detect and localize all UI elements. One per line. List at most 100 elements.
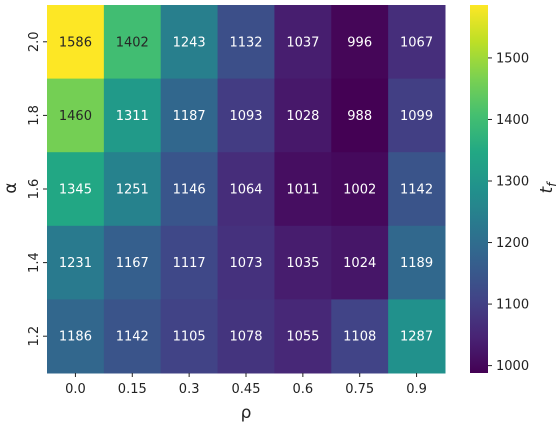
cell-value-label: 1345: [59, 183, 92, 198]
colorbar-label: tf: [537, 181, 559, 194]
heatmap-cell: [47, 225, 105, 300]
colorbar-gradient: [470, 5, 488, 373]
y-tick-label: 1.4: [27, 252, 42, 273]
heatmap-cell: [331, 5, 389, 80]
cell-value-label: 1186: [59, 330, 92, 345]
x-axis-label: ρ: [241, 403, 252, 423]
cell-value-label: 988: [347, 109, 372, 124]
colorbar-tick-label: 1500: [496, 51, 529, 66]
cell-value-label: 1055: [286, 330, 319, 345]
colorbar-label-subscript: f: [545, 181, 559, 187]
x-tick-label: 0.3: [179, 382, 200, 397]
colorbar: 1000 1100 1200 1300 1400 1500: [470, 5, 529, 374]
colorbar-tick-label: 1000: [496, 359, 529, 374]
heatmap-cell: [274, 5, 332, 80]
heatmap-cell: [331, 225, 389, 300]
heatmap-cell: [388, 225, 446, 300]
cell-value-label: 1311: [116, 109, 149, 124]
cell-value-label: 1024: [343, 256, 376, 271]
heatmap-cell: [47, 299, 105, 374]
cell-value-label: 1231: [59, 256, 92, 271]
cell-value-label: 1402: [116, 35, 149, 50]
cell-value-label: 1064: [229, 183, 262, 198]
x-axis: 0.0 0.15 0.3 0.45 0.6 0.75 0.9: [65, 373, 427, 397]
y-tick-label: 2.0: [27, 31, 42, 52]
cell-value-label: 1035: [286, 256, 319, 271]
cell-value-label: 1073: [229, 256, 262, 271]
heatmap-cell: [47, 78, 105, 153]
cell-value-label: 1078: [229, 330, 262, 345]
heatmap-cell: [47, 5, 105, 80]
heatmap-cells: [47, 5, 446, 374]
heatmap-cell: [274, 78, 332, 153]
cell-value-label: 1167: [116, 256, 149, 271]
heatmap-cell: [160, 299, 219, 374]
heatmap-cell: [217, 152, 275, 227]
heatmap-cell: [103, 5, 162, 80]
x-tick-label: 0.75: [345, 382, 374, 397]
heatmap-cell: [217, 299, 275, 374]
heatmap-cell: [331, 152, 389, 227]
y-tick-label: 1.2: [27, 326, 42, 347]
cell-value-label: 1011: [286, 183, 319, 198]
y-tick-label: 1.6: [27, 179, 42, 200]
y-axis-label: α: [1, 182, 21, 193]
cell-value-label: 1146: [173, 183, 206, 198]
cell-value-label: 1002: [343, 183, 376, 198]
heatmap-cell: [160, 78, 219, 153]
heatmap-cell: [103, 78, 162, 153]
colorbar-tick-label: 1400: [496, 113, 529, 128]
colorbar-tick-label: 1300: [496, 175, 529, 190]
heatmap-cell: [160, 5, 219, 80]
cell-value-label: 1132: [229, 35, 262, 50]
heatmap-cell: [331, 299, 389, 374]
cell-value-label: 1067: [400, 35, 433, 50]
cell-value-label: 1105: [173, 330, 206, 345]
heatmap-cell: [331, 78, 389, 153]
heatmap-cell: [217, 78, 275, 153]
colorbar-label-main: t: [537, 185, 557, 193]
cell-value-label: 996: [347, 35, 372, 50]
heatmap-cell: [103, 225, 162, 300]
heatmap-cell: [217, 225, 275, 300]
cell-value-label: 1028: [286, 109, 319, 124]
heatmap-cell: [274, 225, 332, 300]
heatmap-cell: [388, 78, 446, 153]
heatmap-cell: [217, 5, 275, 80]
cell-value-label: 1586: [59, 35, 92, 50]
heatmap-cell: [388, 299, 446, 374]
cell-value-label: 1117: [173, 256, 206, 271]
x-tick-label: 0.0: [65, 382, 86, 397]
heatmap-cell: [388, 152, 446, 227]
y-tick-label: 1.8: [27, 105, 42, 126]
colorbar-tick-label: 1100: [496, 298, 529, 313]
cell-value-label: 1093: [229, 109, 262, 124]
heatmap-cell-labels: 1586 1402 1243 1132 1037 996 1067 1460 1311 1187 1…: [59, 35, 433, 344]
cell-value-label: 1460: [59, 109, 92, 124]
heatmap-cell: [103, 152, 162, 227]
cell-value-label: 1142: [400, 183, 433, 198]
cell-value-label: 1251: [116, 183, 149, 198]
x-tick-label: 0.9: [406, 382, 427, 397]
x-tick-label: 0.45: [232, 382, 261, 397]
heatmap-cell: [160, 225, 219, 300]
x-tick-label: 0.15: [118, 382, 147, 397]
cell-value-label: 1243: [173, 35, 206, 50]
cell-value-label: 1187: [173, 109, 206, 124]
heatmap-cell: [103, 299, 162, 374]
heatmap-cell: [388, 5, 446, 80]
heatmap-cell: [47, 152, 105, 227]
heatmap-cell: [274, 299, 332, 374]
colorbar-tick-label: 1200: [496, 236, 529, 251]
heatmap-cell: [274, 152, 332, 227]
cell-value-label: 1287: [400, 330, 433, 345]
cell-value-label: 1189: [400, 256, 433, 271]
heatmap-cell: [160, 152, 219, 227]
cell-value-label: 1142: [116, 330, 149, 345]
cell-value-label: 1099: [400, 109, 433, 124]
cell-value-label: 1108: [343, 330, 376, 345]
x-tick-label: 0.6: [293, 382, 314, 397]
cell-value-label: 1037: [286, 35, 319, 50]
y-axis: 2.0 1.8 1.6 1.4 1.2: [27, 31, 47, 347]
